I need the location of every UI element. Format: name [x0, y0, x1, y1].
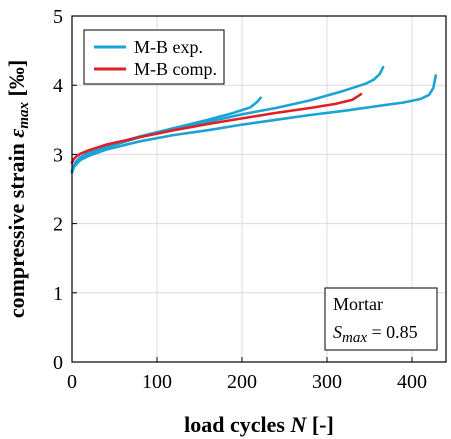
x-tick-label: 100: [142, 371, 172, 393]
x-tick-label: 400: [397, 371, 427, 393]
x-axis-label: load cycles N [-]: [184, 412, 334, 437]
series-layer: [70, 65, 438, 174]
x-tick-label: 300: [312, 371, 342, 393]
tick-layer: 0 100 200 300 400 0 1 2 3 4 5: [53, 6, 427, 393]
y-tick-label: 4: [53, 75, 63, 97]
series-line-1: [70, 65, 385, 173]
y-axis-label: compressive strain εmax [‰]: [4, 60, 32, 318]
legend-box: [83, 29, 225, 85]
annotation-material: Mortar: [333, 294, 383, 314]
y-tick-label: 5: [53, 6, 63, 28]
plot-frame: [71, 15, 447, 363]
annotation-box: Mortar Smax = 0.85: [324, 287, 438, 351]
legend-label-exp: M-B exp.: [134, 37, 203, 57]
annotation-frame: [324, 287, 438, 351]
y-tick-label: 3: [53, 144, 63, 166]
series-line-2: [70, 74, 438, 174]
x-tick-label: 0: [67, 371, 77, 393]
series-line-3: [70, 92, 363, 164]
y-tick-label: 1: [53, 283, 63, 305]
legend: M-B exp. M-B comp.: [83, 29, 225, 85]
x-tick-label: 200: [227, 371, 257, 393]
grid-layer: [72, 16, 446, 362]
annotation-stress-level: Smax = 0.85: [333, 322, 418, 346]
series-line-0: [70, 96, 263, 174]
y-tick-label: 2: [53, 214, 63, 236]
y-tick-label: 0: [53, 352, 63, 374]
legend-label-comp: M-B comp.: [134, 59, 217, 79]
